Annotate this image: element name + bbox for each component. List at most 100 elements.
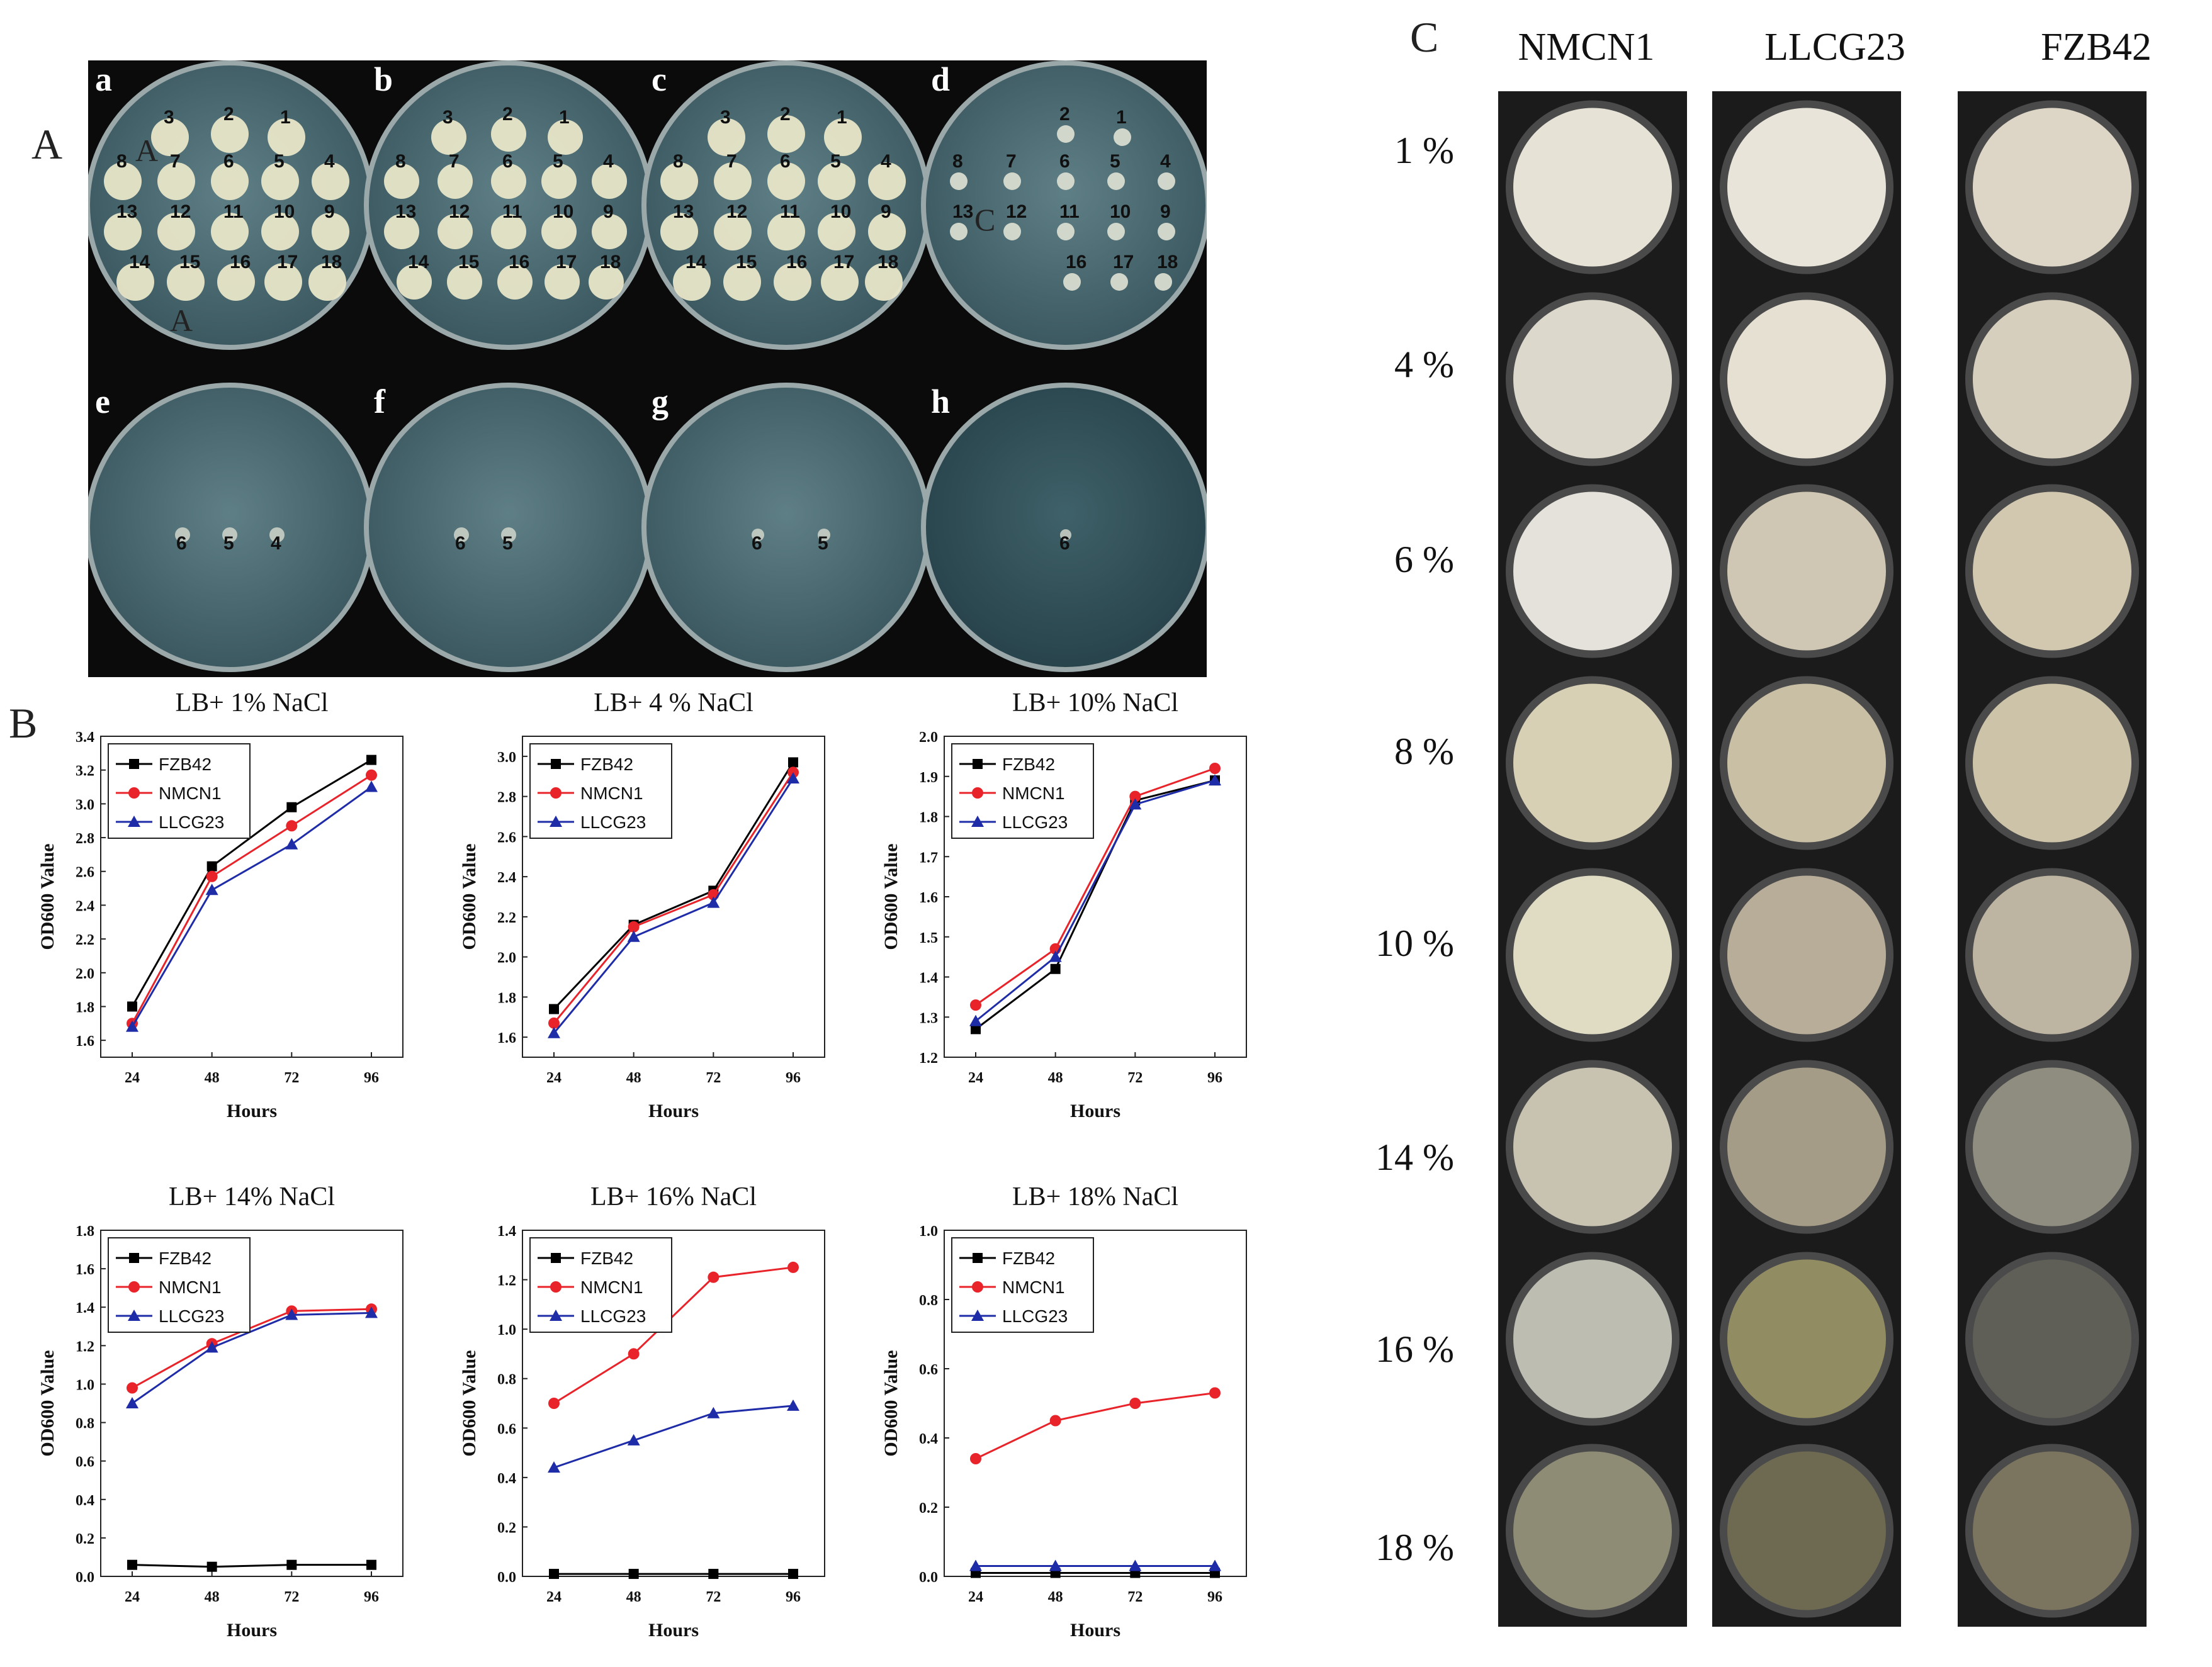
y-tick-label: 0.0 [76,1569,94,1586]
series-line [975,1392,1216,1460]
colony [950,223,968,240]
y-tick-label: 1.8 [76,1223,94,1240]
data-point [127,1559,137,1570]
x-tick-label: 24 [125,1589,140,1605]
y-tick-label: 3.4 [76,729,94,746]
colony [1003,223,1021,240]
colony-number: 2 [1059,104,1070,125]
colony-number: 7 [170,151,181,172]
colony-number: 14 [408,252,429,272]
well [1513,875,1672,1035]
data-point [969,1014,982,1026]
x-tick-label: 96 [786,1589,801,1605]
data-point [206,1561,217,1572]
panel-label-b: B [9,699,38,747]
colony-number: 3 [720,107,731,128]
x-tick-label: 24 [546,1070,561,1086]
data-point [366,755,376,765]
colony [222,527,237,542]
legend-label: LLCG23 [159,812,224,832]
colony-number: 2 [780,104,791,125]
data-point [1050,963,1061,974]
x-tick-label: 24 [968,1589,983,1605]
legend-label: NMCN1 [1002,783,1065,803]
colony [157,162,195,200]
chart-title: LB+ 4 % NaCl [594,688,753,717]
colony [1107,223,1125,240]
x-tick-label: 96 [786,1070,801,1086]
line-chart-4pct: LB+ 4 % NaCl 1.6 1.8 2.0 2.2 2.4 2.6 2.8 3.0 24 48… [459,688,825,1121]
colony-number: 5 [1110,151,1120,172]
well [1513,1067,1672,1226]
well [1727,491,1886,651]
colony [868,162,906,200]
colony-number: 4 [603,151,614,172]
colony-number: 8 [116,151,127,172]
colony-number: 13 [952,201,973,222]
y-tick-label: 2.6 [76,865,94,881]
y-tick-label: 1.2 [497,1273,516,1289]
colony-number: 9 [324,201,335,222]
well [1513,683,1672,843]
data-point [708,1569,719,1580]
series-line [553,1405,794,1469]
y-tick-label: 0.2 [76,1531,94,1547]
legend-marker [128,1310,140,1321]
data-point [971,1024,981,1035]
plate-annotation: A [170,303,193,338]
plate-letter: d [931,60,950,98]
colony [818,529,830,541]
row-label: 18 % [1375,1527,1454,1568]
well [1727,683,1886,843]
data-point [788,757,798,768]
data-point [366,769,377,781]
colony [1114,128,1131,146]
y-tick-label: 0.4 [919,1431,938,1447]
colony-number: 6 [455,533,466,554]
x-axis-label: Hours [648,1101,699,1121]
y-tick-label: 1.0 [497,1322,516,1339]
colony [767,162,805,200]
plate-letter: a [95,60,112,98]
panel-label-c: C [1410,13,1439,61]
agar-plate [926,65,1205,345]
colony [821,263,859,301]
well [1973,1451,2131,1610]
colony [865,263,903,301]
data-point [1049,1415,1061,1427]
colony [824,118,862,156]
data-point [549,1569,559,1580]
data-point [286,802,297,812]
well [1513,300,1672,459]
y-tick-label: 1.9 [919,770,938,786]
legend-label: LLCG23 [1002,1306,1068,1326]
series-line [975,779,1216,1022]
data-point [285,838,298,850]
data-point [787,772,799,783]
plot-frame [522,1230,825,1577]
colony [1110,273,1128,291]
colony [384,214,419,249]
legend-marker [551,759,561,769]
y-tick-label: 3.0 [497,749,516,766]
colony-number: 13 [673,201,694,222]
legend-marker [973,759,983,769]
legend-marker [129,759,139,769]
colony [708,118,745,156]
x-tick-label: 48 [205,1070,220,1086]
colony [454,527,469,542]
column-header: NMCN1 [1518,26,1655,69]
data-point [707,1406,720,1418]
x-tick-label: 72 [284,1589,299,1605]
y-axis-label: OD600 Value [37,1350,58,1456]
colony [116,263,154,301]
y-axis-label: OD600 Value [881,843,901,950]
y-tick-label: 1.8 [919,810,938,826]
x-axis-label: Hours [1070,1620,1120,1641]
colony-number: 1 [280,107,291,128]
colony [437,164,473,199]
colony-number: 4 [324,151,335,172]
colony [397,264,432,300]
panel-label-a: A [31,120,63,168]
